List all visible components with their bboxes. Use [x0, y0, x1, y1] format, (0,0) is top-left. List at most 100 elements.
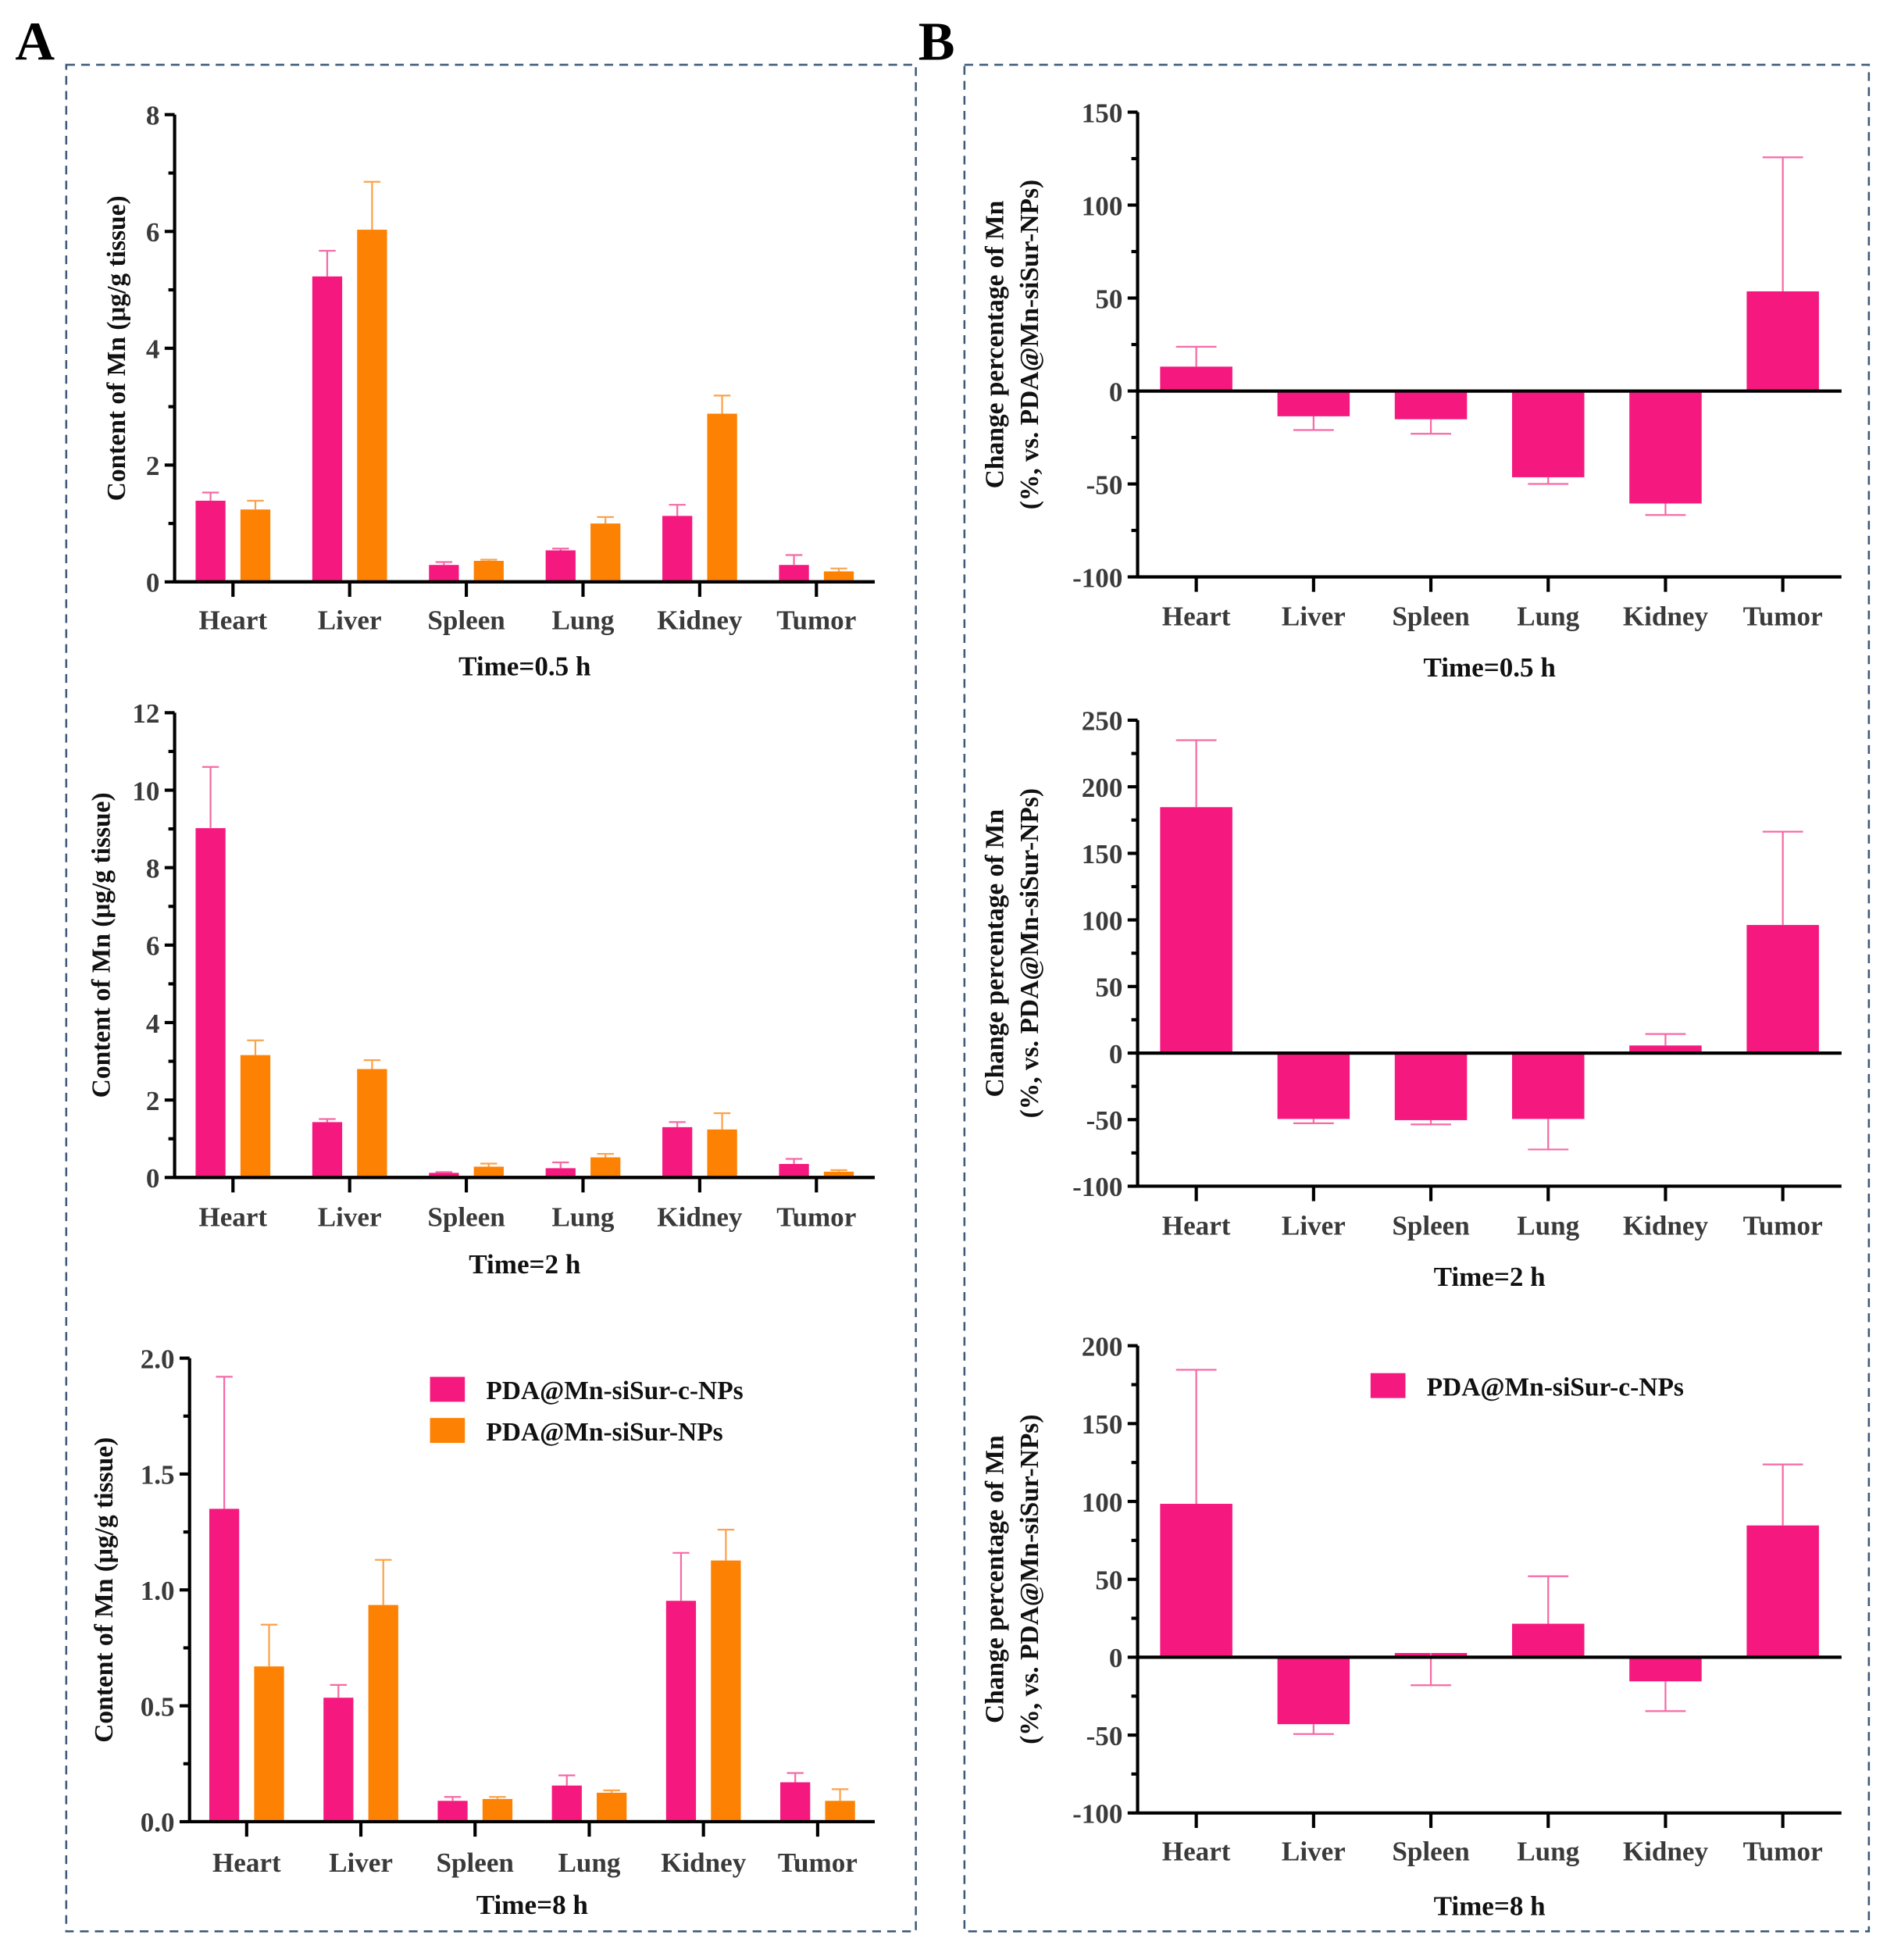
bar-c-nps-heart [1160, 366, 1232, 391]
x-tick-label-spleen: Spleen [1392, 1211, 1469, 1241]
y-tick-label: 200 [1082, 1331, 1123, 1362]
x-tick-label-heart: Heart [198, 605, 267, 635]
chart-a1: 0 2 4 6 8 Heart Liver Spleen Lung Kidney Tumor Time… [102, 101, 875, 682]
y-axis-title: Content of Mn (μg/g tissue) [102, 195, 131, 501]
bar-c-nps-lung [545, 550, 576, 582]
x-axis-title: Time=8 h [1434, 1891, 1546, 1922]
y-axis-title-line-1: Change percentage of Mn [980, 809, 1009, 1098]
bar-nps-kidney [707, 413, 737, 582]
chart-a2: 0 2 4 6 8 10 12 Heart Liver Spleen Lung Kidney Tumor… [87, 698, 875, 1280]
bar-c-nps-heart [195, 500, 226, 582]
x-tick-label-tumor: Tumor [1743, 1211, 1823, 1241]
bar-c-nps-liver [323, 1698, 354, 1822]
bar-nps-kidney [711, 1560, 741, 1822]
bar-nps-spleen [473, 560, 504, 582]
x-tick-label-heart: Heart [1162, 1836, 1231, 1866]
bar-c-nps-kidney [1629, 1045, 1702, 1054]
bar-nps-lung [590, 1157, 621, 1178]
x-tick-label-lung: Lung [1517, 1211, 1579, 1241]
bar-c-nps-spleen [1394, 391, 1468, 419]
y-tick-label: 50 [1095, 973, 1122, 1003]
charts-layer: 0 2 4 6 8 Heart Liver Spleen Lung Kidney Tumor Time… [87, 98, 1842, 1922]
bar-nps-liver [357, 230, 387, 582]
x-tick-label-kidney: Kidney [657, 1202, 743, 1233]
x-tick-label-spleen: Spleen [437, 1848, 514, 1878]
bar-c-nps-kidney [662, 1126, 693, 1178]
y-axis-title-line-2: (%, vs. PDA@Mn-siSur-NPs) [1015, 180, 1044, 509]
x-tick-label-tumor: Tumor [1743, 602, 1823, 632]
y-tick-label: 100 [1082, 1487, 1123, 1518]
chart-a3: 0.0 0.5 1.0 1.5 2.0 Heart Liver Spleen Lung Kidne… [90, 1344, 875, 1920]
bar-nps-heart [240, 509, 271, 582]
bar-c-nps-kidney [662, 516, 693, 582]
x-tick-label-kidney: Kidney [1623, 1211, 1709, 1241]
y-tick-label: 0.5 [141, 1691, 175, 1722]
x-tick-label-liver: Liver [329, 1848, 393, 1878]
panel-a-frame [65, 63, 917, 1933]
x-tick-label-lung: Lung [558, 1848, 620, 1878]
x-tick-label-heart: Heart [198, 1202, 267, 1233]
y-tick-label: 2 [146, 1086, 160, 1116]
bar-nps-spleen [473, 1166, 504, 1178]
bar-c-nps-tumor [779, 565, 809, 582]
x-axis-title: Time=0.5 h [1423, 652, 1555, 683]
y-tick-label: -100 [1072, 1172, 1122, 1202]
x-tick-label-spleen: Spleen [1392, 1836, 1469, 1866]
y-tick-label: 0 [1109, 1039, 1123, 1069]
y-tick-label: 0 [1109, 1643, 1123, 1673]
x-tick-label-lung: Lung [1517, 602, 1579, 632]
y-axis-title: Content of Mn (μg/g tissue) [90, 1437, 119, 1743]
bar-nps-liver [368, 1605, 398, 1822]
y-tick-label: 2 [146, 451, 160, 481]
chart-b2: -100 -50 0 50 100 150 200 250 Heart Liver Spleen Lu… [980, 706, 1842, 1292]
bar-c-nps-liver [312, 1122, 343, 1178]
y-axis-title-line-2: (%, vs. PDA@Mn-siSur-NPs) [1015, 788, 1044, 1118]
x-tick-label-spleen: Spleen [1392, 602, 1469, 632]
bar-c-nps-heart [195, 828, 226, 1178]
x-tick-label-heart: Heart [1162, 1211, 1231, 1241]
x-tick-label-spleen: Spleen [427, 1202, 505, 1233]
legend-swatch-nps [430, 1418, 465, 1444]
x-tick-label-liver: Liver [1282, 1211, 1346, 1241]
bar-c-nps-tumor [780, 1782, 811, 1822]
y-axis-title-line-1: Change percentage of Mn [980, 1435, 1009, 1723]
y-tick-label: 100 [1082, 905, 1123, 936]
y-tick-label: 50 [1095, 1565, 1122, 1595]
y-tick-label: 0.0 [141, 1808, 175, 1838]
bar-nps-lung [597, 1792, 627, 1822]
x-tick-label-tumor: Tumor [778, 1848, 858, 1878]
x-tick-label-heart: Heart [212, 1848, 281, 1878]
bar-c-nps-heart [209, 1508, 240, 1822]
x-tick-label-liver: Liver [1282, 602, 1346, 632]
legend-label-nps: PDA@Mn-siSur-NPs [486, 1418, 722, 1447]
y-tick-label: 250 [1082, 706, 1123, 737]
x-tick-label-tumor: Tumor [1743, 1836, 1823, 1866]
y-axis-title: Content of Mn (μg/g tissue) [87, 792, 116, 1098]
x-tick-label-lung: Lung [1517, 1836, 1579, 1866]
bar-nps-tumor [823, 571, 854, 582]
bar-c-nps-kidney [1629, 1657, 1702, 1682]
bar-c-nps-kidney [665, 1601, 697, 1822]
y-tick-label: 150 [1082, 839, 1123, 869]
bar-c-nps-heart [1160, 807, 1232, 1054]
x-axis-title: Time=8 h [476, 1890, 588, 1920]
x-axis-title: Time=0.5 h [458, 652, 590, 682]
y-tick-label: -50 [1086, 1105, 1123, 1136]
bar-c-nps-lung [551, 1785, 582, 1822]
bar-c-nps-tumor [779, 1163, 809, 1178]
y-tick-label: -100 [1072, 1799, 1122, 1830]
y-tick-label: -50 [1086, 469, 1123, 500]
panel-letter-a: A [15, 12, 55, 73]
x-tick-label-tumor: Tumor [776, 605, 856, 635]
bar-c-nps-liver [1277, 1657, 1350, 1725]
y-tick-label: 1.5 [141, 1460, 175, 1491]
x-axis-title: Time=2 h [469, 1249, 580, 1280]
chart-b3: -100 -50 0 50 100 150 200 Heart Liver Spleen Lung K… [980, 1331, 1842, 1922]
panel-b-frame [963, 63, 1871, 1933]
y-tick-label: 150 [1082, 98, 1123, 128]
y-tick-label: 4 [146, 1009, 160, 1039]
bar-nps-tumor [825, 1801, 855, 1822]
bar-c-nps-spleen [429, 1173, 459, 1178]
y-axis-title-line-2: (%, vs. PDA@Mn-siSur-NPs) [1015, 1415, 1044, 1744]
